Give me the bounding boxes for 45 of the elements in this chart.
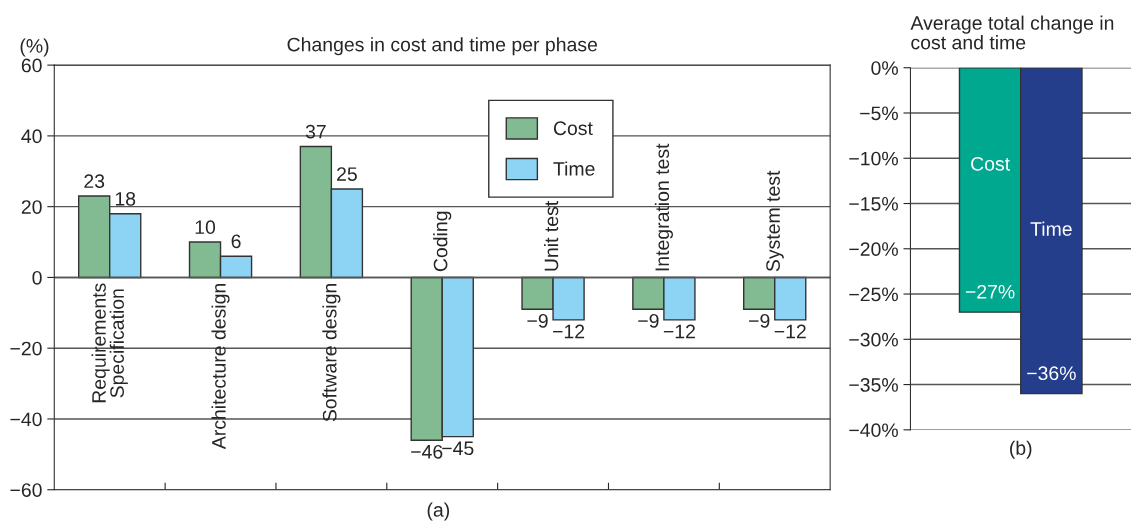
y-tick-label: −20% — [849, 242, 898, 257]
y-tick-label: −60 — [10, 483, 42, 497]
chart-title: Average total change in cost and time — [910, 15, 1114, 50]
y-tick-label: −5% — [860, 106, 898, 121]
x-tick-label: Software design — [322, 283, 341, 422]
y-axis-title: (%) — [20, 38, 49, 57]
y-tick-label: −40 — [10, 412, 42, 427]
data-label: −12 — [774, 324, 806, 339]
data-label: −36% — [1027, 366, 1076, 381]
y-tick-label: −10% — [849, 151, 898, 166]
x-tick-label: System test — [766, 170, 784, 272]
data-label: −9 — [527, 313, 548, 328]
y-tick-label: −35% — [849, 378, 898, 392]
x-tick-label: Time — [1030, 221, 1072, 236]
y-tick-label: 40 — [21, 129, 42, 144]
data-label: −45 — [442, 441, 474, 456]
y-tick-label: 0% — [871, 61, 898, 75]
data-label: −9 — [638, 313, 659, 328]
data-label: −27% — [965, 284, 1015, 299]
data-label: 23 — [84, 174, 105, 189]
x-tick-label: Coding — [433, 211, 452, 272]
y-tick-label: 0 — [32, 270, 42, 285]
text: (a) — [427, 502, 450, 521]
x-tick-label: Architecture design — [211, 283, 230, 450]
y-tick-label: 20 — [21, 200, 42, 214]
data-label: −46 — [411, 444, 443, 459]
data-label: 25 — [337, 167, 357, 181]
y-tick-label: 60 — [21, 58, 42, 73]
data-label: 10 — [195, 220, 216, 235]
x-tick-label: Unit test — [544, 200, 559, 271]
data-label: −12 — [553, 324, 585, 339]
data-label: 6 — [231, 234, 241, 249]
y-tick-label: −20 — [10, 341, 42, 356]
y-tick-label: −30% — [849, 332, 898, 347]
data-label: −9 — [749, 313, 770, 328]
data-label: −12 — [663, 324, 695, 339]
x-tick-label: Requirements Specification — [91, 283, 128, 403]
chart-title: Changes in cost and time per phase — [287, 37, 598, 56]
y-tick-label: −25% — [849, 287, 898, 302]
legend-label: Cost — [553, 121, 593, 136]
data-label: 18 — [115, 191, 136, 206]
y-tick-label: −40% — [849, 423, 898, 438]
x-tick-label: Integration test — [654, 143, 673, 271]
y-tick-label: −15% — [849, 197, 898, 211]
text: (b) — [1010, 440, 1032, 459]
